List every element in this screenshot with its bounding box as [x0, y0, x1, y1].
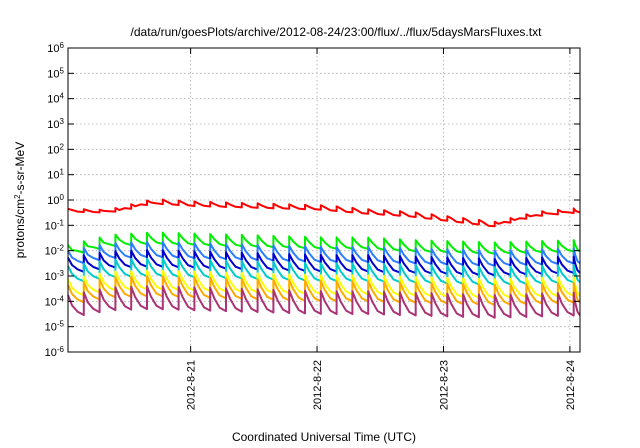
y-tick-label: 106 [47, 41, 64, 56]
y-tick-label-exp: -2 [57, 243, 65, 252]
x-tick-label: 2012-8-22 [312, 360, 324, 410]
y-tick-label-exp: 5 [60, 66, 65, 75]
y-tick-label: 101 [47, 167, 64, 182]
y-tick-label-exp: 1 [60, 167, 65, 176]
series-line [67, 249, 581, 277]
y-tick-label-exp: -5 [57, 319, 65, 328]
y-tick-label-exp: 3 [60, 117, 65, 126]
y-tick-label: 10-1 [45, 218, 65, 233]
y-tick-label: 10-4 [45, 294, 65, 309]
y-tick-label-exp: -4 [57, 294, 65, 303]
x-axis-label: Coordinated Universal Time (UTC) [232, 430, 416, 444]
y-tick-label-base: 10 [47, 195, 59, 207]
y-tick-label: 102 [47, 142, 64, 157]
y-tick-label-exp: -3 [57, 269, 65, 278]
y-axis-label-rest: -s-sr-MeV [13, 142, 27, 195]
y-tick-label-exp: 2 [60, 142, 65, 151]
y-tick-label-base: 10 [47, 119, 59, 131]
x-tick-label: 2012-8-21 [186, 360, 198, 410]
y-tick-label: 105 [47, 66, 64, 81]
y-tick-label-base: 10 [47, 68, 59, 80]
y-tick-label: 10-2 [45, 243, 65, 258]
series-layer [67, 198, 581, 319]
y-tick-label-base: 10 [45, 347, 57, 359]
y-tick-label: 10-6 [45, 345, 65, 360]
chart-title: /data/run/goesPlots/archive/2012-08-24/2… [131, 25, 543, 39]
y-tick-label-base: 10 [45, 296, 57, 308]
series-line [67, 285, 581, 319]
y-tick-label-exp: 6 [60, 41, 65, 50]
series-line [67, 198, 581, 228]
y-tick-label-base: 10 [47, 43, 59, 55]
series-line [67, 241, 581, 267]
series-line [67, 231, 581, 255]
tick-layer: 10-610-510-410-310-210-11001011021031041… [45, 41, 580, 410]
y-tick-label: 10-3 [45, 269, 65, 284]
y-tick-label: 100 [47, 193, 64, 208]
y-axis-label-sup: 2 [13, 194, 22, 199]
grid-layer [68, 48, 580, 352]
y-tick-label-exp: -1 [57, 218, 65, 227]
y-tick-label-exp: 4 [60, 91, 65, 100]
y-tick-label: 10-5 [45, 319, 65, 334]
series-line [67, 257, 581, 286]
y-tick-label-base: 10 [45, 271, 57, 283]
series-line [67, 275, 581, 307]
y-axis-label: protons/cm2-s-sr-MeV [13, 142, 28, 258]
y-tick-label-base: 10 [47, 94, 59, 106]
y-tick-label-base: 10 [47, 170, 59, 182]
y-tick-label-exp: -6 [57, 345, 65, 354]
y-tick-label: 104 [47, 91, 64, 106]
y-tick-label-exp: 0 [60, 193, 65, 202]
y-tick-label-base: 10 [47, 144, 59, 156]
y-axis-label-base: protons/cm [13, 199, 27, 258]
series-line [67, 269, 581, 300]
x-tick-label: 2012-8-23 [438, 360, 450, 410]
y-tick-label-base: 10 [45, 246, 57, 258]
y-tick-label-base: 10 [45, 220, 57, 232]
y-tick-label: 103 [47, 117, 64, 132]
x-tick-label: 2012-8-24 [565, 360, 577, 410]
y-tick-label-base: 10 [45, 322, 57, 334]
